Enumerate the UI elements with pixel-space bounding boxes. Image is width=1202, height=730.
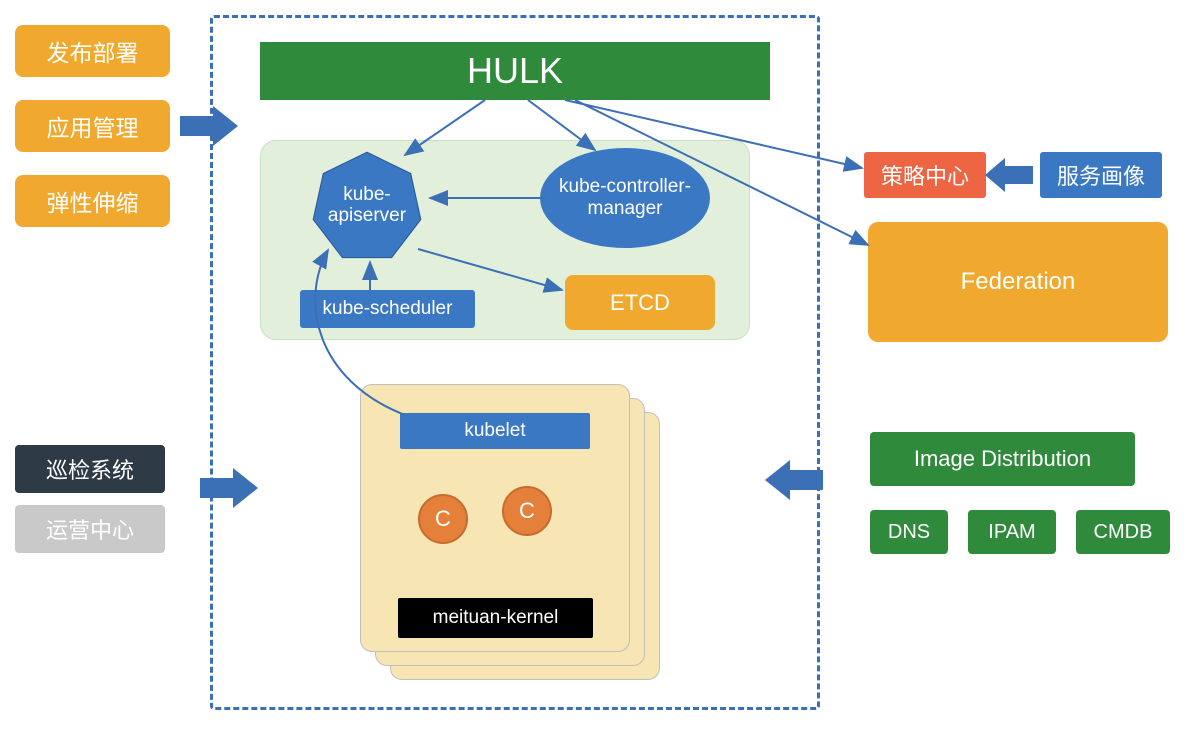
ipam-label: IPAM xyxy=(988,521,1035,544)
federation-label: Federation xyxy=(961,268,1076,296)
kernel-label: meituan-kernel xyxy=(433,607,559,629)
container-c2: C xyxy=(502,486,552,536)
service-profile-label: 服务画像 xyxy=(1057,159,1145,191)
btn-ops-center: 运营中心 xyxy=(15,505,165,553)
c2-label: C xyxy=(519,498,535,524)
infra-dns: DNS xyxy=(870,510,948,554)
etcd-node: ETCD xyxy=(565,275,715,330)
policy-center: 策略中心 xyxy=(864,152,986,198)
btn-inspection-label: 巡检系统 xyxy=(46,453,134,485)
kubelet-box: kubelet xyxy=(400,413,590,449)
btn-app-mgmt: 应用管理 xyxy=(15,100,170,152)
infra-cmdb: CMDB xyxy=(1076,510,1170,554)
image-distribution: Image Distribution xyxy=(870,432,1135,486)
policy-center-label: 策略中心 xyxy=(881,159,969,191)
kubelet-label: kubelet xyxy=(464,420,525,442)
arrow-profile-to-policy xyxy=(985,158,1033,192)
c1-label: C xyxy=(435,506,451,532)
hulk-banner: HULK xyxy=(260,42,770,100)
btn-app-mgmt-label: 应用管理 xyxy=(47,109,139,143)
btn-deploy-label: 发布部署 xyxy=(47,34,139,68)
controller-manager-node: kube-controller-manager xyxy=(540,148,710,248)
btn-deploy: 发布部署 xyxy=(15,25,170,77)
etcd-label: ETCD xyxy=(610,290,670,316)
image-dist-label: Image Distribution xyxy=(914,446,1091,472)
hulk-label: HULK xyxy=(467,50,563,92)
kube-apiserver-node: kube-apiserver xyxy=(308,150,426,262)
infra-ipam: IPAM xyxy=(968,510,1056,554)
btn-elastic: 弹性伸缩 xyxy=(15,175,170,227)
btn-inspection: 巡检系统 xyxy=(15,445,165,493)
apiserver-label: kube-apiserver xyxy=(308,185,426,227)
btn-ops-center-label: 运营中心 xyxy=(46,513,134,545)
container-c1: C xyxy=(418,494,468,544)
scheduler-label: kube-scheduler xyxy=(323,298,453,320)
service-profile: 服务画像 xyxy=(1040,152,1162,198)
cmdb-label: CMDB xyxy=(1094,521,1153,544)
controller-manager-label: kube-controller-manager xyxy=(540,176,710,220)
federation-box: Federation xyxy=(868,222,1168,342)
kernel-box: meituan-kernel xyxy=(398,598,593,638)
dns-label: DNS xyxy=(888,521,930,544)
btn-elastic-label: 弹性伸缩 xyxy=(47,184,139,218)
kube-scheduler-node: kube-scheduler xyxy=(300,290,475,328)
